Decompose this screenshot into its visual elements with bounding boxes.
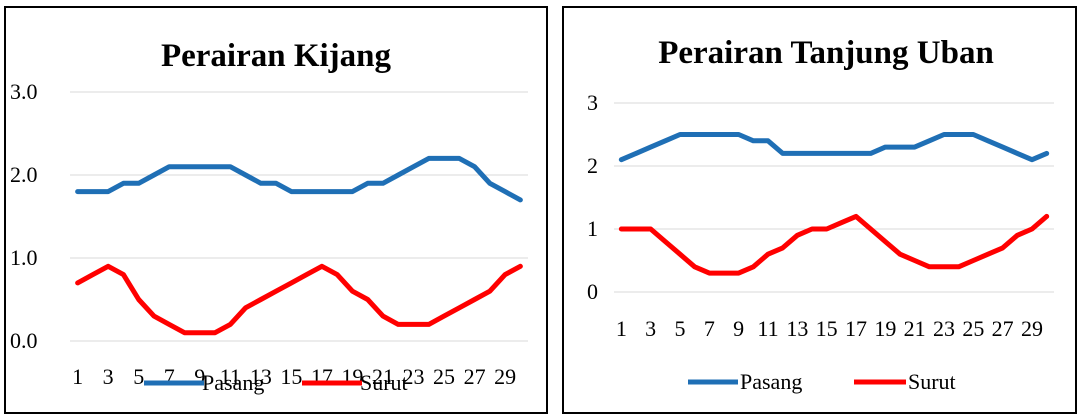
chart-title: Perairan Kijang: [161, 38, 392, 74]
x-tick-label: 19: [874, 316, 896, 341]
series-line-pasang: [75, 155, 523, 203]
x-tick-label: 11: [757, 316, 778, 341]
x-tick-label: 27: [992, 316, 1014, 341]
series-line-surut: [618, 213, 1050, 276]
x-tick-label: 9: [194, 364, 205, 389]
y-tick-label: 0.0: [10, 328, 38, 353]
x-tick-label: 15: [280, 364, 302, 389]
series-line-pasang: [618, 132, 1050, 163]
x-tick-label: 1: [72, 364, 83, 389]
chart-panel-tanjung-uban: Perairan Tanjung Uban 0 1 2 3 1 3 5 7 9 11 13 15 17 19…: [562, 6, 1077, 414]
legend-label-pasang: Pasang: [202, 370, 264, 395]
y-tick-label: 1.0: [10, 245, 38, 270]
x-tick-label: 7: [704, 316, 715, 341]
x-tick-label: 17: [845, 316, 867, 341]
x-tick-label: 15: [816, 316, 838, 341]
x-tick-label: 27: [464, 364, 486, 389]
legend-label-surut: Surut: [360, 370, 408, 395]
y-tick-label: 3: [587, 90, 598, 115]
x-tick-label: 23: [933, 316, 955, 341]
y-tick-label: 0: [587, 279, 598, 304]
x-tick-label: 13: [250, 364, 272, 389]
y-tick-label: 2: [587, 153, 598, 178]
legend-label-surut: Surut: [908, 369, 956, 394]
series-line-surut: [75, 263, 523, 336]
legend-label-pasang: Pasang: [740, 369, 802, 394]
x-tick-label: 29: [494, 364, 516, 389]
x-tick-label: 23: [403, 364, 425, 389]
y-tick-label: 2.0: [10, 162, 38, 187]
x-tick-label: 29: [1021, 316, 1043, 341]
x-tick-label: 21: [372, 364, 394, 389]
y-tick-label: 1: [587, 216, 598, 241]
x-tick-label: 3: [103, 364, 114, 389]
x-tick-label: 21: [904, 316, 926, 341]
x-tick-label: 3: [645, 316, 656, 341]
x-tick-label: 9: [733, 316, 744, 341]
x-tick-label: 7: [164, 364, 175, 389]
x-tick-label: 5: [133, 364, 144, 389]
x-tick-label: 1: [616, 316, 627, 341]
x-tick-label: 25: [962, 316, 984, 341]
x-tick-label: 13: [786, 316, 808, 341]
x-tick-label: 5: [675, 316, 686, 341]
chart-panel-kijang: Perairan Kijang 0.0 1.0 2.0 3.0 1 3 5 7 9 11 13 15 17…: [4, 6, 548, 414]
chart-title: Perairan Tanjung Uban: [658, 35, 994, 71]
y-tick-label: 3.0: [10, 79, 38, 104]
x-tick-label: 25: [433, 364, 455, 389]
x-tick-label: 11: [220, 364, 241, 389]
